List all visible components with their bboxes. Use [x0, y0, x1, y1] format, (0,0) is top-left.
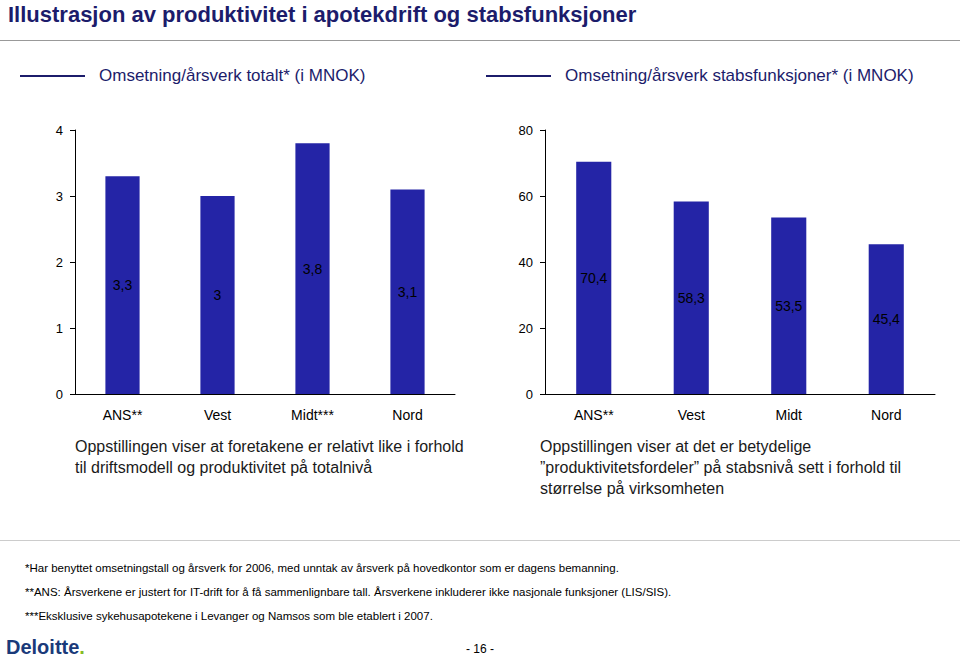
svg-text:Vest: Vest	[678, 407, 705, 423]
html-text:**ANS: Årsverkene er justert f: **ANS: Årsverkene er justert for IT-drif…	[25, 586, 672, 598]
svg-text:60: 60	[519, 189, 533, 204]
svg-text:2: 2	[56, 255, 63, 270]
svg-text:Nord: Nord	[392, 407, 422, 423]
svg-text:53,5: 53,5	[775, 298, 802, 314]
svg-text:0: 0	[56, 387, 63, 402]
html-text:***Eksklusive sykehusapotekene: ***Eksklusive sykehusapotekene i Levange…	[25, 610, 433, 622]
html-text:Deloitte.: Deloitte.	[6, 636, 85, 658]
svg-text:Midt***: Midt***	[291, 407, 334, 423]
html-text:- 16 -: - 16 -	[466, 642, 494, 656]
html-text:Omsetning/årsverk stabsfunksjo: Omsetning/årsverk stabsfunksjoner* (i MN…	[565, 66, 914, 85]
svg-text:40: 40	[519, 255, 533, 270]
svg-text:Midt: Midt	[776, 407, 803, 423]
html-text:Oppstillingen viser at foretak: Oppstillingen viser at foretakene er rel…	[75, 438, 464, 476]
svg-text:3: 3	[56, 189, 63, 204]
svg-text:Nord: Nord	[871, 407, 901, 423]
svg-text:45,4: 45,4	[873, 311, 900, 327]
svg-text:58,3: 58,3	[678, 290, 705, 306]
svg-text:3,1: 3,1	[398, 284, 418, 300]
html-text:Oppstillingen viser at det er: Oppstillingen viser at det er betydelige…	[540, 438, 902, 497]
html-text:*Har benyttet omsetningstall o: *Har benyttet omsetningstall og årsverk …	[25, 562, 619, 574]
svg-text:ANS**: ANS**	[103, 407, 143, 423]
svg-text:Vest: Vest	[204, 407, 231, 423]
svg-text:1: 1	[56, 321, 63, 336]
svg-text:20: 20	[519, 321, 533, 336]
svg-text:3,3: 3,3	[113, 277, 133, 293]
svg-text:80: 80	[519, 123, 533, 138]
svg-text:ANS**: ANS**	[574, 407, 614, 423]
html-text:Illustrasjon av produktivitet: Illustrasjon av produktivitet i apotekdr…	[8, 2, 637, 27]
svg-text:4: 4	[56, 123, 63, 138]
svg-text:0: 0	[526, 387, 533, 402]
html-text:Omsetning/årsverk totalt* (i M: Omsetning/årsverk totalt* (i MNOK)	[99, 66, 366, 85]
svg-text:70,4: 70,4	[580, 270, 607, 286]
svg-text:3: 3	[214, 287, 222, 303]
svg-text:3,8: 3,8	[303, 261, 323, 277]
